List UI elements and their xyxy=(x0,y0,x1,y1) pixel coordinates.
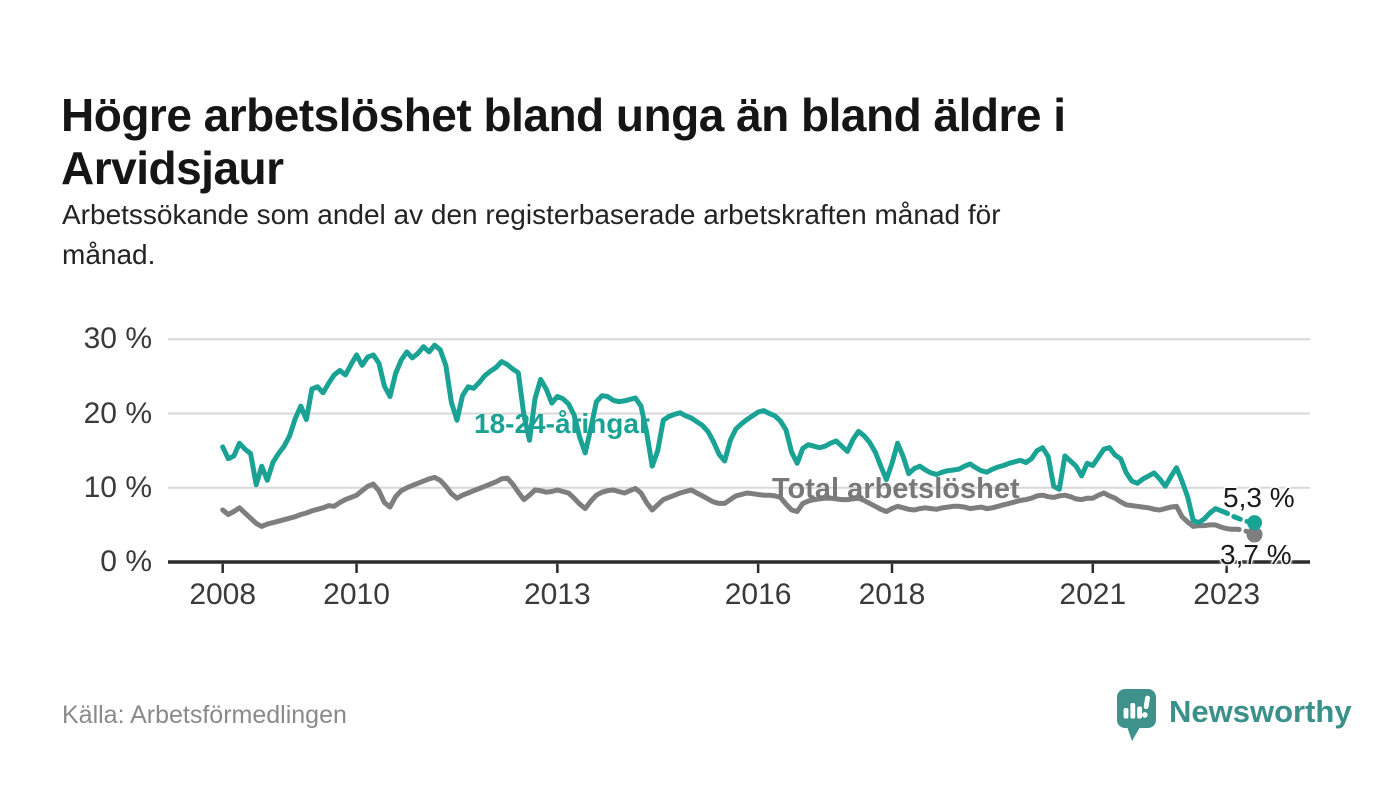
x-tick-label-2016: 2016 xyxy=(724,578,792,611)
y-tick-label-10: 10 % xyxy=(83,470,152,504)
series-label-young: 18-24-åringar xyxy=(474,408,650,439)
end-value-label-total: 3,7 % xyxy=(1220,539,1292,570)
page-title: Högre arbetslöshet bland unga än bland ä… xyxy=(61,89,1211,195)
x-axis xyxy=(168,560,1310,573)
y-tick-label-0: 0 % xyxy=(100,545,152,578)
page-subtitle: Arbetssökande som andel av den registerb… xyxy=(62,195,1312,275)
page-title-line-1: Högre arbetslöshet bland unga än bland ä… xyxy=(61,88,1066,141)
series-line-total xyxy=(220,474,1235,532)
series-end-dot-total xyxy=(1246,526,1263,543)
series-label-total: Total arbetslöshet xyxy=(772,473,1020,505)
x-tick-label-2021: 2021 xyxy=(1059,578,1127,611)
x-tick-label-2013: 2013 xyxy=(523,578,591,611)
page-subtitle-line-1: Arbetssökande som andel av den registerb… xyxy=(62,199,1001,230)
page-subtitle-line-2: månad. xyxy=(62,239,156,270)
x-tick-label-2023: 2023 xyxy=(1193,578,1261,611)
series-lines xyxy=(220,342,1263,543)
end-value-label-young: 5,3 % xyxy=(1223,482,1295,513)
series-end-dot-young xyxy=(1247,515,1263,531)
page-title-line-2: Arvidsjaur xyxy=(61,141,284,194)
gridlines xyxy=(168,338,1310,489)
y-tick-label-20: 20 % xyxy=(83,396,152,430)
x-tick-label-2008: 2008 xyxy=(189,578,257,611)
brand-name: Newsworthy xyxy=(1169,694,1352,729)
x-tick-label-2010: 2010 xyxy=(323,578,390,611)
x-tick-label-2018: 2018 xyxy=(858,578,926,611)
source-note: Källa: Arbetsförmedlingen xyxy=(62,701,347,729)
y-tick-label-30: 30 % xyxy=(83,322,152,356)
series-line-young xyxy=(220,342,1224,526)
bar-chart-speech-bubble-icon xyxy=(1117,689,1156,741)
